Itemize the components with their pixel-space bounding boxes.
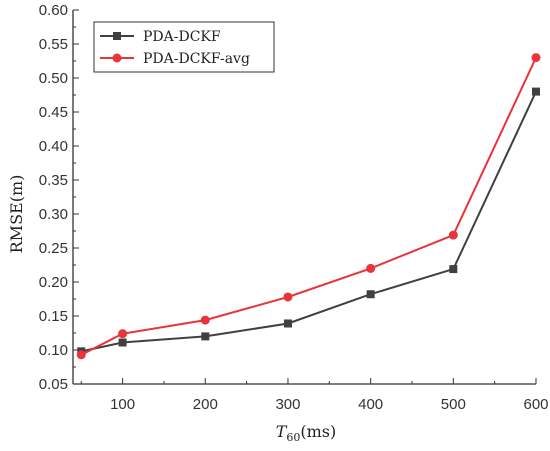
series-point — [118, 338, 127, 347]
y-tick-label: 0.35 — [39, 172, 68, 189]
legend-marker — [112, 53, 122, 63]
series-point — [200, 315, 210, 325]
series-point — [76, 350, 86, 360]
axes: 0.05 0.10 0.15 0.20 0.25 0.30 0.35 0.40 0.45 0.50… — [39, 2, 549, 413]
y-tick-label: 0.20 — [39, 274, 68, 291]
y-tick-label: 0.40 — [39, 138, 68, 155]
y-tick-label: 0.45 — [39, 104, 68, 121]
y-tick-label: 0.60 — [39, 2, 68, 19]
y-tick-label: 0.55 — [39, 36, 68, 53]
x-tick-label: 100 — [110, 396, 135, 413]
series-layer — [76, 53, 541, 360]
legend-marker — [113, 32, 121, 40]
series-point — [366, 263, 376, 273]
series-point — [201, 332, 210, 341]
x-tick-label: 500 — [441, 396, 466, 413]
series-point — [283, 292, 293, 302]
legend-label: PDA-DCKF-avg — [143, 51, 250, 67]
series-point — [531, 53, 541, 63]
x-axis-title-subscript: 60 — [286, 431, 300, 444]
series-line — [80, 57, 537, 356]
x-axis-title-symbol: T — [276, 422, 288, 441]
x-tick-label: 200 — [193, 396, 218, 413]
y-axis-title: RMSE(m) — [7, 175, 26, 254]
x-axis-title-unit: (ms) — [300, 422, 336, 441]
legend-box — [93, 21, 275, 73]
series-point — [283, 319, 292, 328]
y-tick-label: 0.10 — [39, 342, 68, 359]
series-point — [366, 290, 375, 299]
y-tick-label: 0.25 — [39, 240, 68, 257]
series-point — [118, 329, 128, 339]
x-tick-label: 400 — [358, 396, 383, 413]
legend-label: PDA-DCKF — [143, 29, 221, 45]
series-point — [449, 265, 458, 274]
x-axis-title: T60(ms) — [276, 422, 337, 444]
x-tick-label: 600 — [523, 396, 548, 413]
x-tick-label: 300 — [275, 396, 300, 413]
series-line — [81, 91, 537, 353]
series-0 — [77, 87, 540, 356]
y-tick-label: 0.50 — [39, 70, 68, 87]
y-tick-label: 0.30 — [39, 206, 68, 223]
y-tick-label: 0.15 — [39, 308, 68, 325]
series-1 — [76, 53, 541, 360]
series-point — [448, 230, 458, 240]
series-point — [532, 87, 540, 96]
legend: PDA-DCKF PDA-DCKF-avg — [93, 21, 275, 73]
y-tick-label: 0.05 — [39, 376, 68, 393]
